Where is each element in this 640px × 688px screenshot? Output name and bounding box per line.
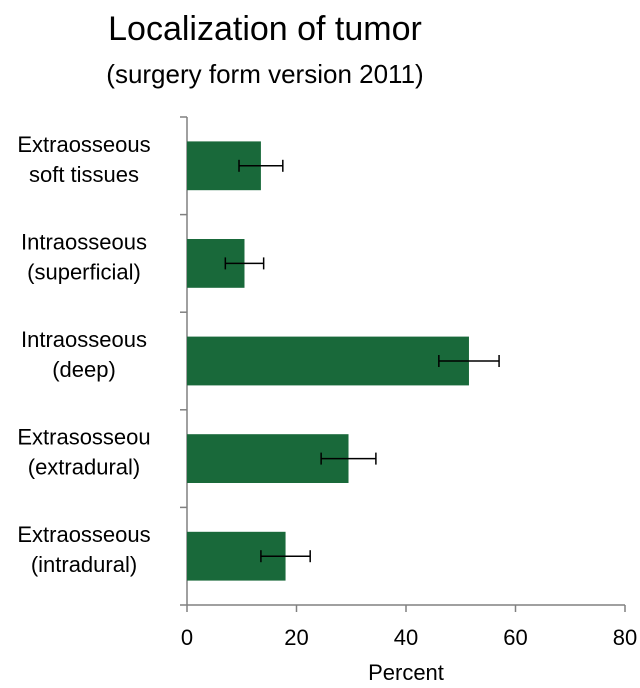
category-label: Extrasosseou (extradural) (17, 425, 150, 480)
x-tick-label: 80 (613, 625, 637, 650)
x-tick-label: 20 (284, 625, 308, 650)
chart-title: Localization of tumor (108, 10, 422, 48)
plot-area: Extraosseous soft tissues Intraosseous (sup… (17, 116, 637, 650)
category-label: Extraosseous (intradural) (17, 522, 150, 577)
category-label: Extraosseous soft tissues (17, 132, 150, 187)
x-tick-label: 60 (503, 625, 527, 650)
x-tick-label: 0 (181, 625, 193, 650)
category-label: Intraosseous (superficial) (21, 229, 147, 284)
category-label: Intraosseous (deep) (21, 327, 147, 382)
x-tick-label: 40 (394, 625, 418, 650)
chart-subtitle: (surgery form version 2011) (106, 59, 423, 89)
x-axis-label: Percent (368, 660, 444, 685)
bar (187, 336, 469, 386)
